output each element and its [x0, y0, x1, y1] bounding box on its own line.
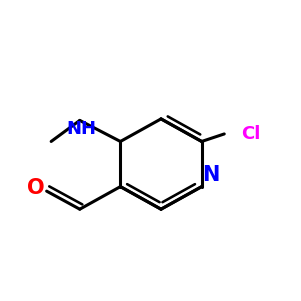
- Text: O: O: [27, 178, 44, 198]
- Text: N: N: [202, 165, 219, 185]
- Text: NH: NH: [66, 120, 96, 138]
- Text: Cl: Cl: [241, 125, 260, 143]
